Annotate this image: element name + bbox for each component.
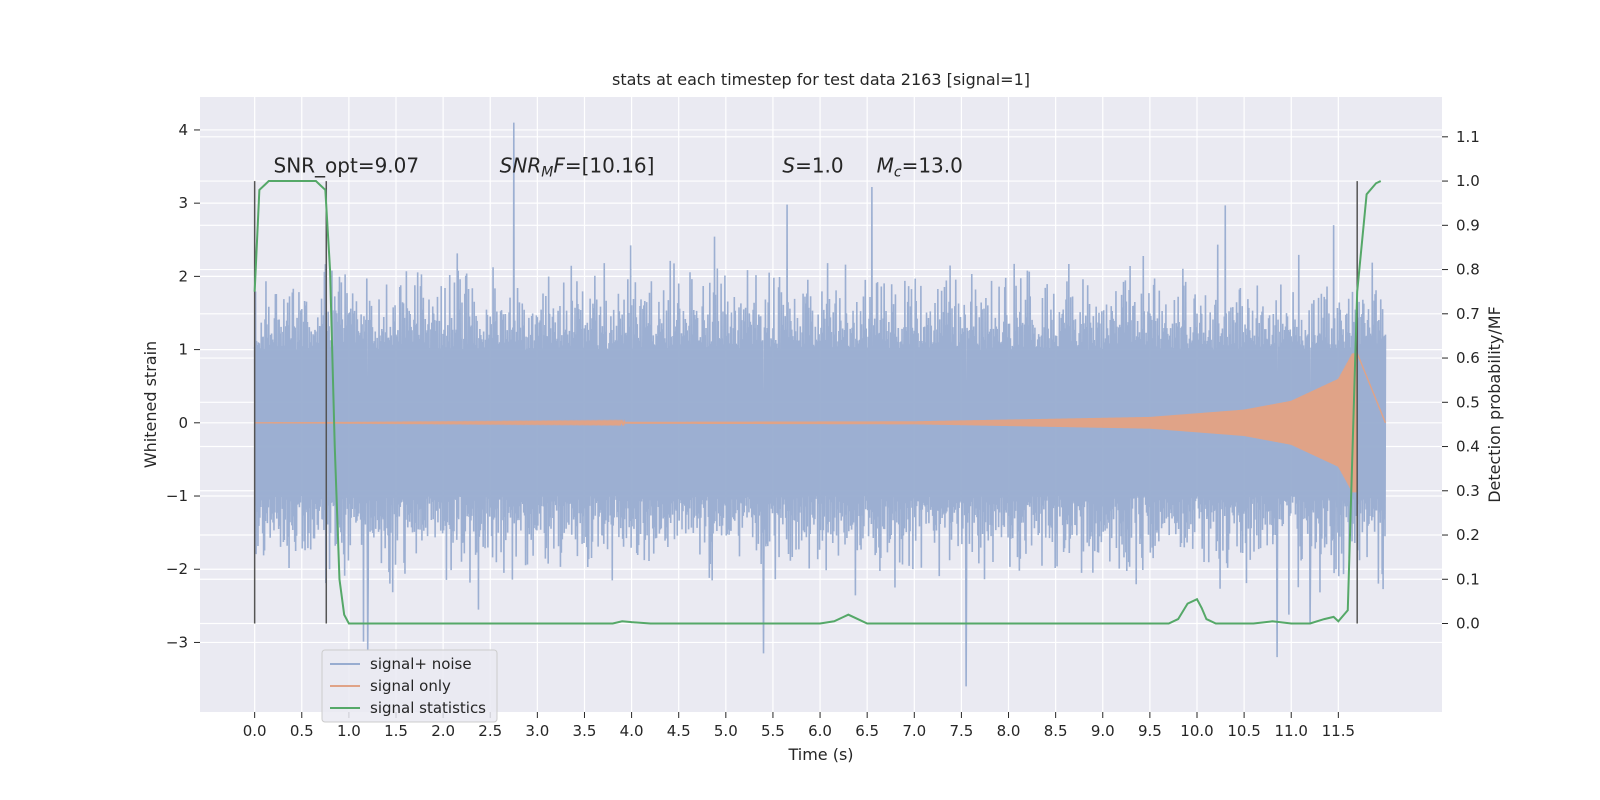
- x-tick-label-12: 6.0: [808, 722, 832, 740]
- legend-entry-stats: signal statistics: [370, 699, 486, 717]
- annotation-2: S=1.0: [782, 153, 843, 177]
- y-tick-label-4: 0: [178, 414, 188, 432]
- annotation-3-part-1: c: [894, 164, 902, 180]
- x-tick-label-14: 7.0: [902, 722, 926, 740]
- annotation-3-part-0: M: [877, 153, 894, 177]
- x-tick-label-5: 2.5: [478, 722, 502, 740]
- vertical-markers: [253, 181, 1358, 624]
- y2-tick-label-8: 0.3: [1456, 482, 1480, 500]
- y2-tick-label-10: 0.1: [1456, 570, 1480, 588]
- y-tick-label-3: 1: [178, 341, 188, 359]
- annotations: SNR_opt=9.07 SNRMF=[10.16] S=1.0 Mc=13.0: [274, 153, 963, 180]
- legend: signal+ noise signal only signal statist…: [321, 649, 498, 723]
- x-tick-label-16: 8.0: [997, 722, 1021, 740]
- x-tick-label-2: 1.0: [337, 722, 361, 740]
- noise-line: [253, 122, 1387, 687]
- y-ticks: 4 3 2 1 0 −1 −2 −3: [166, 121, 200, 651]
- legend-entry-noise: signal+ noise: [370, 655, 472, 673]
- x-tick-label-10: 5.0: [714, 722, 738, 740]
- y-tick-label-6: −2: [166, 560, 188, 578]
- y-tick-label-7: −3: [166, 633, 188, 651]
- x-tick-label-0: 0.0: [243, 722, 267, 740]
- y2-tick-label-0: 1.1: [1456, 128, 1480, 146]
- x-tick-label-9: 4.5: [667, 722, 691, 740]
- y2-tick-label-11: 0.0: [1456, 615, 1480, 633]
- x-tick-label-1: 0.5: [290, 722, 314, 740]
- annotation-1-part-1: M: [541, 164, 553, 180]
- x-tick-label-3: 1.5: [384, 722, 408, 740]
- y2-tick-label-7: 0.4: [1456, 438, 1480, 456]
- x-tick-label-6: 3.0: [525, 722, 549, 740]
- legend-box: [321, 649, 498, 723]
- stats-line: [253, 180, 1382, 625]
- annotation-3: Mc=13.0: [877, 153, 963, 180]
- signal-series: [254, 352, 1387, 493]
- y2-tick-label-3: 0.8: [1456, 261, 1480, 279]
- x-tick-label-21: 10.5: [1227, 722, 1260, 740]
- y2-tick-label-9: 0.2: [1456, 526, 1480, 544]
- annotation-1: SNRMF=[10.16]: [500, 153, 655, 180]
- y-tick-label-1: 3: [178, 194, 188, 212]
- signal-line: [254, 352, 1387, 493]
- y-tick-label-2: 2: [178, 267, 188, 285]
- annotation-1-part-0: SNR: [500, 153, 542, 177]
- x-tick-label-11: 5.5: [761, 722, 785, 740]
- x-tick-label-17: 8.5: [1044, 722, 1068, 740]
- y2-axis-label: Detection probability/MF: [1485, 306, 1504, 503]
- x-tick-label-19: 9.5: [1138, 722, 1162, 740]
- x-ticks: 0.0 0.5 1.0 1.5 2.0 2.5 3.0 3.5 4.0 4.5 5.0 5.5 6.0 6…: [243, 712, 1355, 740]
- annotation-2-part-0: S: [782, 153, 795, 177]
- x-tick-label-18: 9.0: [1091, 722, 1115, 740]
- y-tick-label-5: −1: [166, 487, 188, 505]
- annotation-1-part-2: F: [553, 153, 565, 177]
- x-tick-label-20: 10.0: [1180, 722, 1213, 740]
- x-tick-label-4: 2.0: [431, 722, 455, 740]
- annotation-1-part-3: =[10.16]: [565, 153, 655, 177]
- y-axis-label: Whitened strain: [141, 341, 160, 468]
- x-tick-label-8: 4.0: [620, 722, 644, 740]
- y-tick-label-0: 4: [178, 121, 188, 139]
- x-tick-label-13: 6.5: [855, 722, 879, 740]
- annotation-0: SNR_opt=9.07: [274, 153, 420, 177]
- x-tick-label-15: 7.5: [949, 722, 973, 740]
- x-tick-label-7: 3.5: [573, 722, 597, 740]
- legend-entry-signal: signal only: [370, 677, 451, 695]
- annotation-2-part-1: =1.0: [795, 153, 844, 177]
- y2-tick-label-4: 0.7: [1456, 305, 1480, 323]
- y2-tick-label-1: 1.0: [1456, 172, 1480, 190]
- annotation-3-part-2: =13.0: [902, 153, 963, 177]
- y2-tick-label-6: 0.5: [1456, 393, 1480, 411]
- noise-series: [253, 122, 1387, 687]
- x-tick-label-23: 11.5: [1322, 722, 1355, 740]
- x-tick-label-22: 11.0: [1275, 722, 1308, 740]
- y2-tick-label-2: 0.9: [1456, 216, 1480, 234]
- y2-ticks: 1.1 1.0 0.9 0.8 0.7 0.6 0.5 0.4 0.3 0.2 0.1 0.0: [1442, 128, 1480, 633]
- chart-title: stats at each timestep for test data 216…: [612, 70, 1030, 89]
- y2-tick-label-5: 0.6: [1456, 349, 1480, 367]
- x-axis-label: Time (s): [787, 745, 853, 764]
- stats-series: [253, 180, 1382, 625]
